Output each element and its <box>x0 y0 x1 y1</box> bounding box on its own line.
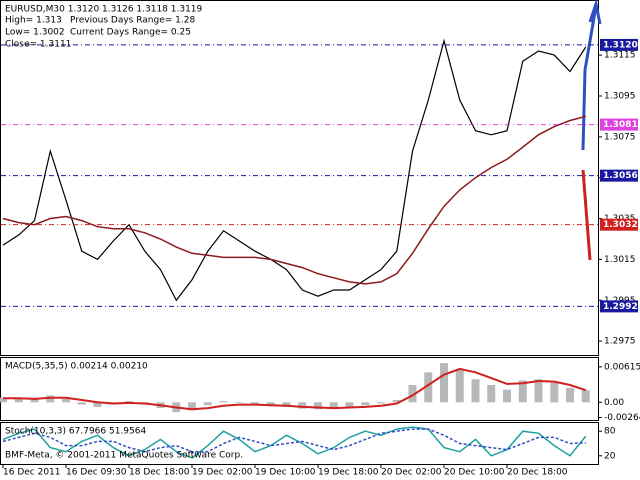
histogram-bar <box>188 402 196 411</box>
price-level-box <box>600 38 638 51</box>
stoch-panel <box>0 422 599 465</box>
x-tick-label: 16 Dec 09:30 <box>66 468 127 478</box>
panel-title: Stoch(10,3,3) 67.7966 51.9564 <box>5 427 146 437</box>
price-level-label: 1.3032 <box>603 220 638 230</box>
histogram-bar <box>14 398 23 403</box>
series-line <box>2 115 586 285</box>
price-level-label: 1.3120 <box>603 40 638 50</box>
signal-line <box>3 367 587 411</box>
y-tick-label: 20 <box>604 451 616 461</box>
histogram-bar <box>62 398 70 403</box>
annotation: Previous Days Range= 1.28 <box>70 16 195 26</box>
price-level-box <box>600 218 638 231</box>
price-level-label: 1.2992 <box>603 302 638 312</box>
y-tick-label: -0.00264 <box>604 413 640 423</box>
y-tick-label: 1.3015 <box>604 255 636 265</box>
histogram-bar <box>518 380 527 403</box>
histogram-bar <box>503 389 511 403</box>
y-tick-label: 1.3095 <box>604 91 636 101</box>
histogram-bar <box>471 379 480 403</box>
histogram-bar <box>282 402 291 407</box>
panel-title: EURUSD,M30 1.3120 1.3126 1.3118 1.3119 <box>5 5 203 15</box>
x-tick-label: 18 Dec 18:00 <box>129 468 190 478</box>
histogram-bar <box>345 402 354 407</box>
down-arrow <box>581 169 592 261</box>
histogram-bar <box>30 399 39 403</box>
histogram-bar <box>377 402 385 404</box>
series-line <box>2 426 587 459</box>
annotation: Current Days Range= 0.25 <box>70 28 191 38</box>
panel-title: MACD(5,35,5) 0.00214 0.00210 <box>5 362 148 372</box>
x-tick-label: 20 Dec 10:00 <box>444 468 505 478</box>
histogram-bar <box>0 397 7 403</box>
histogram-bar <box>581 390 590 403</box>
histogram-bar <box>235 402 244 403</box>
annotation: High= 1.313 <box>5 16 62 26</box>
histogram-bar <box>392 400 401 403</box>
histogram-bar <box>329 402 338 409</box>
price-level-box <box>600 300 638 313</box>
histogram-bar <box>125 401 133 403</box>
histogram-bar <box>203 402 212 406</box>
histogram-bar <box>534 379 543 403</box>
histogram-bar <box>219 401 228 403</box>
x-tick-label: 19 Dec 02:00 <box>192 468 253 478</box>
x-tick-label: 19 Dec 18:00 <box>318 468 379 478</box>
histogram-bar <box>487 385 496 403</box>
histogram-bar <box>298 402 307 409</box>
histogram-bar <box>314 402 322 410</box>
y-tick-label: 80 <box>604 427 616 437</box>
price-level-box <box>600 118 638 131</box>
series-line <box>2 38 587 302</box>
x-tick-label: 20 Dec 02:00 <box>381 468 442 478</box>
annotation: Low= 1.3002 <box>5 28 65 38</box>
x-tick-label: 20 Dec 18:00 <box>507 468 568 478</box>
histogram-bar <box>424 372 433 403</box>
y-tick-label: 0.00 <box>604 398 624 408</box>
histogram-bar <box>455 368 464 403</box>
y-tick-label: 1.3075 <box>604 132 636 142</box>
histogram-bar <box>440 363 448 403</box>
price-level-label: 1.3081 <box>603 120 638 130</box>
annotation: Close= 1.3111 <box>5 40 71 50</box>
x-tick-label: 16 Dec 2011 <box>3 468 61 478</box>
y-tick-label: 1.3115 <box>604 51 636 61</box>
annotation: BMF-Meta, © 2001-2011 MetaQuotes Softwar… <box>5 451 243 461</box>
histogram-bar <box>566 387 574 403</box>
price-level-label: 1.3056 <box>603 171 638 181</box>
histogram-bar <box>266 402 275 406</box>
macd-panel <box>0 357 599 421</box>
price-level-box <box>600 169 638 182</box>
histogram-bar <box>408 385 417 403</box>
histogram-bar <box>550 382 559 403</box>
histogram-bar <box>46 395 55 403</box>
y-tick-label: 1.2975 <box>604 337 636 347</box>
histogram-bar <box>93 402 102 407</box>
up-arrow <box>581 5 598 151</box>
up-arrow-head <box>588 0 602 25</box>
histogram-bar <box>77 402 86 405</box>
histogram-bar <box>251 402 259 405</box>
series-line <box>2 428 586 453</box>
y-tick-label: 0.00615 <box>604 362 640 372</box>
histogram-bar <box>361 402 370 406</box>
x-tick-label: 19 Dec 10:00 <box>255 468 316 478</box>
